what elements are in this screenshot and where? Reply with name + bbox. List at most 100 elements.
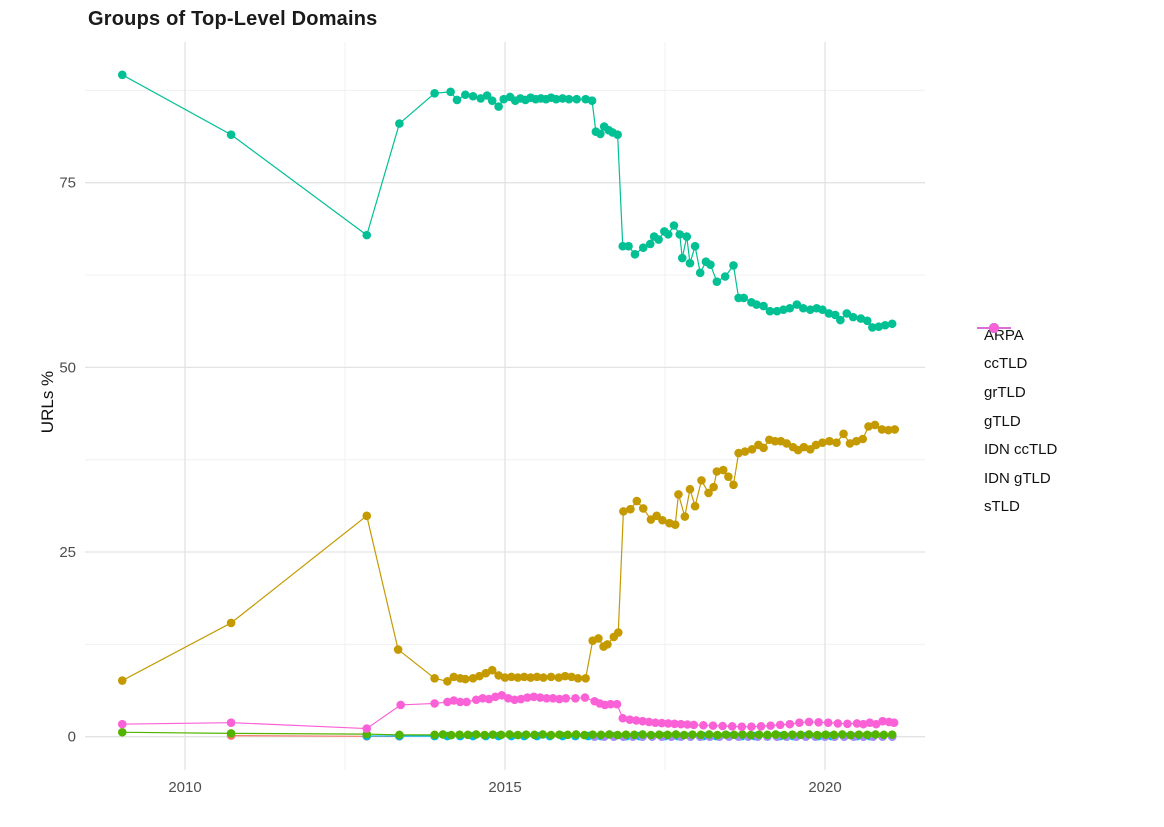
data-point xyxy=(804,717,814,727)
data-point xyxy=(824,309,834,318)
legend-label: IDN ccTLD xyxy=(984,441,1058,459)
data-point xyxy=(765,306,775,316)
data-point xyxy=(613,730,622,740)
data-point xyxy=(587,96,597,105)
data-point xyxy=(729,261,738,270)
data-point xyxy=(688,730,697,739)
data-point xyxy=(395,119,404,128)
data-point xyxy=(455,730,464,739)
data-point xyxy=(461,674,470,684)
data-point xyxy=(813,730,822,740)
data-point xyxy=(638,504,648,513)
data-point xyxy=(362,230,372,240)
legend-label: grTLD xyxy=(984,383,1026,401)
data-point xyxy=(117,676,127,685)
data-point xyxy=(519,672,529,682)
data-point xyxy=(606,699,615,709)
data-point xyxy=(792,300,802,309)
data-point xyxy=(739,293,749,303)
data-point xyxy=(870,420,880,430)
x-tick-label: 2020 xyxy=(808,779,841,796)
data-point xyxy=(581,94,590,104)
data-point xyxy=(804,730,814,739)
legend-label: gTLD xyxy=(984,412,1021,430)
data-point xyxy=(430,674,439,683)
data-point xyxy=(580,693,590,702)
data-point xyxy=(740,447,750,456)
data-point xyxy=(865,718,875,727)
data-point xyxy=(747,445,757,454)
data-point xyxy=(546,730,556,740)
data-point xyxy=(759,301,768,311)
data-point xyxy=(862,730,872,740)
data-point xyxy=(729,730,739,740)
data-point xyxy=(651,718,660,727)
data-point xyxy=(551,94,561,104)
data-point xyxy=(788,730,797,739)
data-point xyxy=(449,696,459,705)
data-point xyxy=(505,730,514,739)
data-point xyxy=(858,434,868,444)
data-point xyxy=(823,718,833,727)
data-point xyxy=(685,258,695,268)
data-point xyxy=(580,730,589,740)
data-point xyxy=(696,730,706,740)
data-point xyxy=(677,253,687,263)
data-point xyxy=(596,129,605,139)
data-point xyxy=(670,520,680,529)
data-point xyxy=(513,673,523,682)
data-point xyxy=(613,130,622,139)
data-point xyxy=(618,713,628,723)
data-point xyxy=(430,88,439,98)
x-tick-label: 2015 xyxy=(488,779,521,796)
data-point xyxy=(462,697,471,707)
data-point xyxy=(625,715,635,725)
data-point xyxy=(226,718,236,727)
data-point xyxy=(555,694,564,704)
data-point xyxy=(712,467,722,476)
legend-label: IDN gTLD xyxy=(984,469,1051,487)
data-point xyxy=(859,719,868,729)
data-point xyxy=(796,730,805,740)
data-point xyxy=(638,243,648,252)
data-point xyxy=(852,719,862,728)
data-point xyxy=(842,309,852,318)
data-point xyxy=(879,730,889,740)
data-point xyxy=(663,730,672,740)
data-point xyxy=(697,476,706,485)
data-point xyxy=(818,305,827,315)
data-point xyxy=(475,671,484,681)
data-point xyxy=(629,730,639,740)
data-point xyxy=(887,319,897,329)
data-point xyxy=(581,674,590,683)
data-point xyxy=(539,673,548,682)
data-point xyxy=(497,691,507,700)
data-point xyxy=(630,250,640,259)
data-point xyxy=(772,306,782,316)
data-point xyxy=(756,722,766,731)
data-point xyxy=(455,697,465,707)
data-point xyxy=(476,94,485,103)
data-point xyxy=(523,693,532,702)
data-point xyxy=(638,730,647,739)
data-point xyxy=(117,727,127,737)
series-line-ccTLD xyxy=(121,424,895,682)
data-point xyxy=(478,693,487,703)
data-point xyxy=(880,320,890,330)
data-point xyxy=(646,730,656,740)
data-point xyxy=(430,730,439,740)
data-point xyxy=(226,618,236,628)
data-point xyxy=(670,719,679,729)
data-point xyxy=(481,668,491,678)
data-point xyxy=(747,722,756,732)
data-point xyxy=(638,716,647,726)
data-point xyxy=(619,507,628,516)
data-point xyxy=(513,730,523,740)
data-point xyxy=(624,241,633,251)
data-point xyxy=(430,699,439,708)
data-point xyxy=(721,730,731,739)
data-point xyxy=(771,730,781,739)
data-point xyxy=(613,628,623,637)
y-tick-label: 50 xyxy=(59,359,76,376)
data-point xyxy=(554,673,564,682)
